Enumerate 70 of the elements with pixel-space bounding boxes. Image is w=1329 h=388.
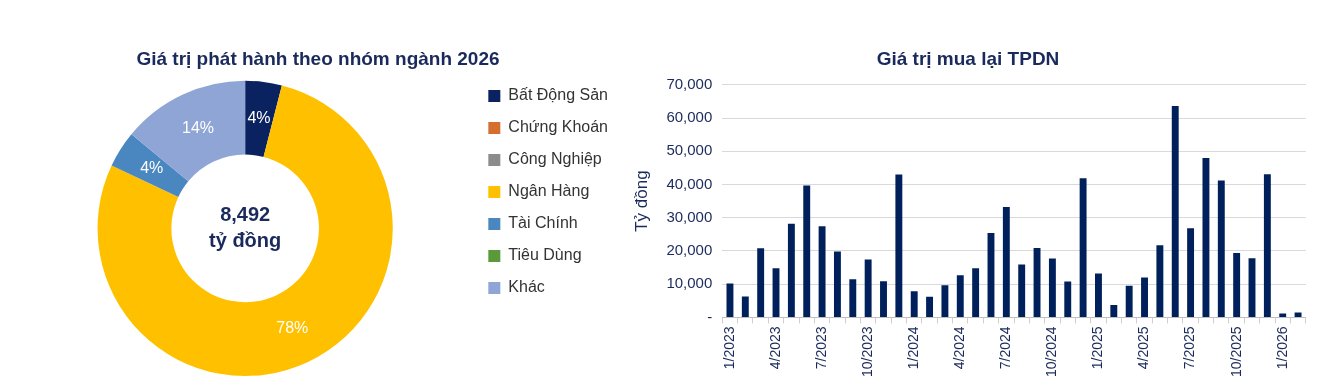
bar <box>1187 228 1195 317</box>
bar <box>910 291 918 317</box>
x-tick-label: 1/2023 <box>720 326 737 370</box>
bar <box>1202 157 1210 317</box>
bar <box>803 185 811 317</box>
bar <box>849 279 857 317</box>
y-tick-label: 60,000 <box>666 108 713 126</box>
legend-label: Chứng Khoán <box>508 118 608 136</box>
legend-label: Công Nghiệp <box>508 150 602 168</box>
bar <box>741 296 749 317</box>
bar <box>941 285 949 317</box>
x-tick-label: 7/2023 <box>812 326 829 370</box>
bar <box>972 268 980 317</box>
bar <box>1171 106 1179 317</box>
bar <box>818 226 826 317</box>
y-tick-label: 70,000 <box>666 74 713 92</box>
y-tick-label: 50,000 <box>666 141 713 159</box>
bar <box>926 296 934 317</box>
bar <box>1018 264 1026 317</box>
data-label: 14% <box>182 118 215 136</box>
bar <box>1079 178 1087 317</box>
x-tick-label: 7/2024 <box>997 326 1014 370</box>
data-label: 78% <box>276 318 309 336</box>
bar <box>1095 273 1102 317</box>
bar <box>1156 245 1164 317</box>
legend-label: Bất Động Sản <box>508 86 608 104</box>
y-axis-title: Tỷ đồng <box>631 170 651 232</box>
x-tick-label: 10/2024 <box>1043 326 1060 377</box>
bar <box>1141 277 1148 317</box>
bar <box>895 174 903 317</box>
bar <box>1048 258 1056 317</box>
legend-label: Tiêu Dùng <box>508 246 582 264</box>
bar <box>1279 313 1287 317</box>
y-tick-label: 20,000 <box>666 241 713 259</box>
chart-title: Giá trị mua lại TPDN <box>876 47 1060 69</box>
x-tick-label: 1/2026 <box>1273 326 1290 370</box>
x-tick-label: 4/2025 <box>1135 326 1152 370</box>
bar <box>1294 312 1302 317</box>
x-tick-label: 7/2025 <box>1181 326 1198 370</box>
data-label: 4% <box>247 108 271 126</box>
bar <box>1110 305 1118 317</box>
bar <box>833 251 841 317</box>
text: 8,492 <box>220 202 271 225</box>
bar <box>864 259 872 317</box>
x-tick-label: 4/2023 <box>766 326 783 370</box>
bar <box>1217 180 1225 317</box>
bar <box>880 281 887 317</box>
text: tỷ đồng <box>209 228 282 251</box>
bar <box>757 248 765 317</box>
bar <box>1125 285 1133 317</box>
y-tick-label: 10,000 <box>666 274 713 292</box>
chart-title: Giá trị phát hành theo nhóm ngành 2026 <box>136 47 500 69</box>
x-tick-label: 4/2024 <box>951 326 968 370</box>
bar <box>1064 281 1072 317</box>
bar <box>1002 207 1010 317</box>
legend-label: Khác <box>508 278 545 296</box>
y-tick-label: - <box>707 307 713 325</box>
data-label: 4% <box>140 159 164 177</box>
bar <box>1263 174 1271 317</box>
bar <box>1233 252 1241 317</box>
x-tick-label: 1/2024 <box>905 326 922 370</box>
x-tick-label: 1/2025 <box>1089 326 1106 370</box>
legend-label: Ngân Hàng <box>508 182 590 200</box>
legend-label: Tài Chính <box>508 214 578 232</box>
y-tick-label: 40,000 <box>666 174 713 192</box>
x-tick-label: 10/2025 <box>1227 326 1244 377</box>
y-tick-label: 30,000 <box>666 207 713 225</box>
bar <box>956 275 964 317</box>
bar <box>787 223 795 317</box>
x-tick-label: 10/2023 <box>859 326 875 377</box>
